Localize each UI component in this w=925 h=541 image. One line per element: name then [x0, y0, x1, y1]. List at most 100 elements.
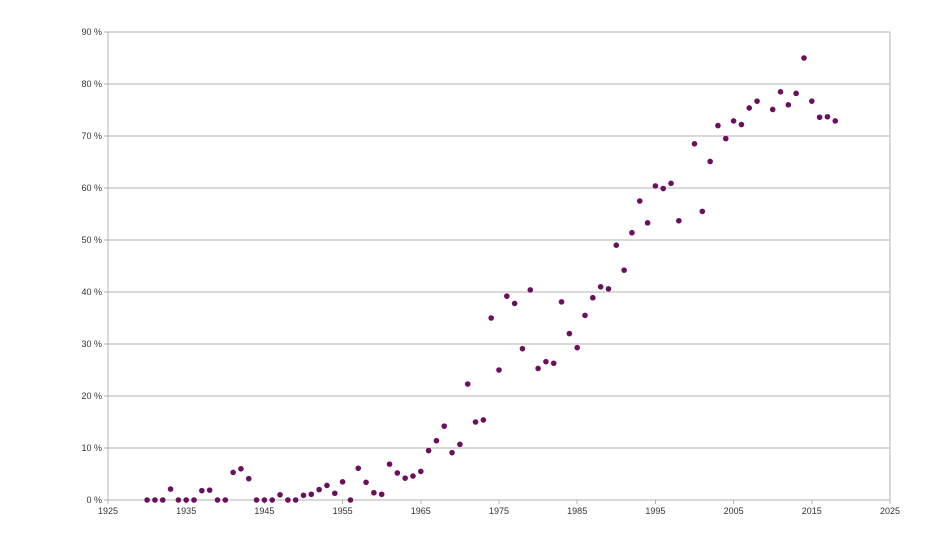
data-point [566, 330, 573, 337]
data-point [801, 55, 807, 61]
x-tick-label: 2005 [724, 506, 744, 516]
x-tick-label: 1975 [489, 506, 509, 516]
data-point [324, 482, 330, 489]
data-point [504, 293, 510, 299]
data-point [253, 497, 260, 503]
data-point [339, 479, 346, 485]
data-point [738, 121, 745, 128]
data-point [652, 183, 659, 189]
x-tick-label: 2015 [802, 506, 822, 516]
data-point [769, 106, 776, 113]
data-point [449, 449, 455, 456]
data-point [496, 367, 502, 373]
data-point [676, 217, 682, 224]
data-point [159, 497, 166, 503]
data-point [238, 466, 244, 472]
data-point [183, 497, 189, 503]
data-point [285, 497, 291, 503]
data-point [574, 344, 580, 351]
data-point [355, 465, 362, 472]
data-point [816, 114, 823, 121]
data-point [394, 470, 401, 476]
data-point [582, 312, 588, 319]
data-point [535, 365, 541, 372]
data-point [629, 229, 635, 236]
data-point [206, 487, 213, 493]
data-point [386, 461, 393, 467]
data-point [597, 284, 604, 290]
y-tick-label: 60 % [81, 183, 102, 193]
data-point [832, 118, 839, 124]
data-point [245, 475, 252, 482]
x-tick-label: 1965 [411, 506, 431, 516]
data-point [441, 423, 448, 429]
data-points [144, 55, 839, 503]
data-point [715, 122, 721, 129]
data-point [511, 300, 518, 307]
data-point [144, 497, 150, 503]
y-tick-label: 20 % [81, 391, 102, 401]
data-point [746, 105, 753, 111]
data-point [152, 497, 158, 503]
data-point [809, 98, 815, 104]
data-point [378, 491, 385, 498]
data-point [785, 102, 792, 108]
data-point [730, 118, 737, 124]
data-point [410, 473, 416, 479]
data-point [175, 497, 182, 503]
data-point [472, 419, 479, 425]
x-tick-label: 1925 [98, 506, 118, 516]
y-tick-label: 50 % [81, 235, 102, 245]
data-point [824, 113, 831, 120]
data-point [621, 267, 627, 273]
axis-layer: 0 % 10 % 20 % 30 % 40 % 50 % 60 % 70 % 80 % 90 % 1… [81, 27, 900, 516]
data-point [277, 492, 283, 498]
x-tick-label: 1985 [567, 506, 587, 516]
data-point [660, 185, 667, 192]
data-point [261, 497, 268, 503]
data-point [613, 242, 620, 248]
data-point [167, 486, 174, 492]
data-point [214, 497, 221, 503]
data-point [605, 286, 612, 292]
y-tick-label: 0 % [86, 495, 102, 505]
data-point [292, 497, 299, 503]
data-point [402, 475, 408, 481]
data-point [464, 381, 471, 387]
y-tick-label: 90 % [81, 27, 102, 37]
data-point [331, 490, 338, 497]
data-point [191, 497, 197, 503]
data-point [308, 491, 315, 498]
data-point [425, 447, 432, 454]
data-point [550, 360, 557, 367]
x-tick-label: 1935 [176, 506, 196, 516]
data-point [300, 492, 307, 499]
data-point [316, 486, 322, 493]
data-point [519, 345, 526, 352]
x-tick-label: 2025 [880, 506, 900, 516]
data-point [488, 315, 494, 321]
data-point [480, 417, 487, 423]
data-point [668, 180, 674, 187]
y-tick-label: 40 % [81, 287, 102, 297]
data-point [371, 489, 377, 496]
data-point [777, 89, 784, 95]
x-tick-label: 1955 [333, 506, 353, 516]
y-tick-label: 80 % [81, 79, 102, 89]
data-point [433, 437, 440, 444]
y-tick-label: 10 % [81, 443, 102, 453]
y-tick-label: 30 % [81, 339, 102, 349]
data-point [707, 158, 713, 165]
data-point [691, 141, 698, 147]
data-point [457, 441, 463, 448]
data-point [722, 135, 729, 142]
data-point [418, 468, 424, 475]
data-point [269, 497, 276, 503]
data-point [230, 469, 236, 476]
y-tick-label: 70 % [81, 131, 102, 141]
data-point [590, 294, 596, 301]
data-point [636, 198, 643, 204]
data-point [558, 299, 565, 305]
